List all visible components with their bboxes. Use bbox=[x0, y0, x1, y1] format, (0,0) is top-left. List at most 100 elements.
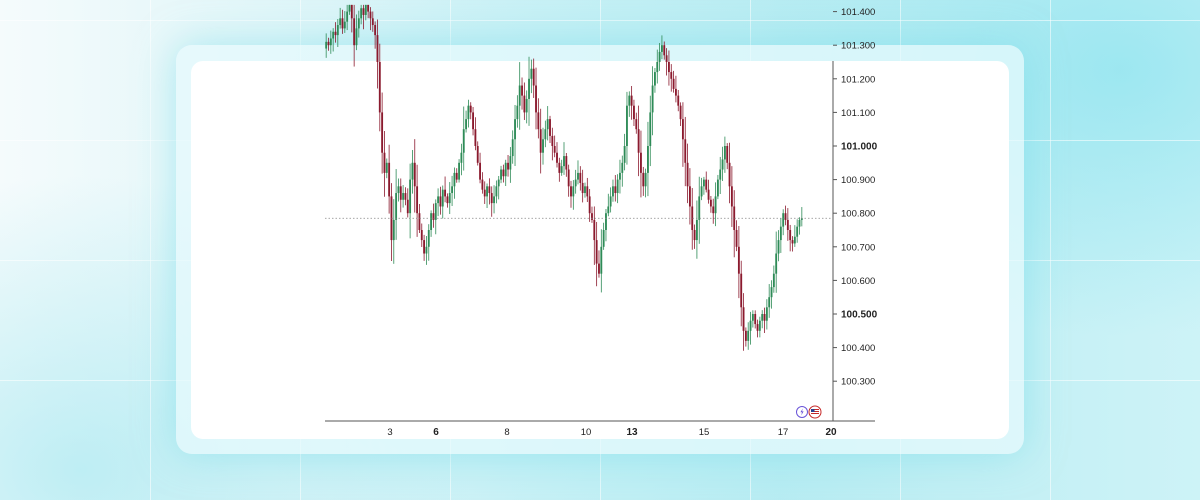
candle bbox=[626, 105, 628, 146]
candle bbox=[674, 88, 677, 96]
candle bbox=[709, 199, 712, 207]
candle bbox=[586, 186, 589, 197]
candle bbox=[570, 186, 572, 197]
candle bbox=[474, 129, 477, 146]
candle bbox=[521, 85, 523, 96]
candle bbox=[651, 85, 654, 113]
x-tick-label: 17 bbox=[778, 427, 789, 438]
candle bbox=[784, 213, 787, 220]
candle bbox=[595, 240, 598, 264]
candle bbox=[572, 186, 575, 197]
y-tick-label: 100.300 bbox=[841, 377, 875, 388]
candle bbox=[663, 45, 666, 56]
candle bbox=[598, 263, 600, 274]
candle bbox=[462, 129, 465, 153]
candle bbox=[357, 18, 360, 29]
candle bbox=[448, 193, 451, 204]
candle bbox=[518, 85, 521, 106]
candle bbox=[325, 41, 328, 49]
y-tick-label: 101.200 bbox=[841, 74, 875, 85]
candle bbox=[500, 169, 502, 180]
candle bbox=[593, 219, 596, 241]
candle bbox=[800, 218, 803, 220]
candle bbox=[516, 105, 519, 120]
y-tick-label: 101.400 bbox=[841, 7, 875, 18]
candle bbox=[467, 105, 470, 120]
candle bbox=[336, 25, 339, 36]
candle bbox=[560, 166, 563, 173]
candle bbox=[686, 162, 689, 187]
candle bbox=[765, 307, 768, 321]
candle bbox=[656, 62, 659, 73]
candle bbox=[395, 193, 398, 220]
candle bbox=[577, 172, 579, 180]
candle bbox=[390, 196, 393, 241]
candle bbox=[723, 146, 726, 160]
candle bbox=[374, 25, 377, 36]
candle bbox=[588, 196, 591, 214]
candle bbox=[605, 213, 607, 230]
candle bbox=[469, 105, 472, 113]
candle bbox=[355, 28, 358, 46]
candle bbox=[343, 21, 346, 29]
candle bbox=[637, 129, 640, 153]
candle bbox=[602, 230, 605, 247]
candle bbox=[332, 31, 335, 39]
candle bbox=[558, 162, 561, 173]
candle bbox=[726, 146, 729, 163]
candle bbox=[714, 196, 717, 214]
candle bbox=[411, 162, 414, 180]
candle bbox=[756, 324, 759, 331]
candle bbox=[679, 105, 682, 120]
y-tick-label: 101.100 bbox=[841, 108, 875, 119]
candle bbox=[434, 203, 437, 220]
lightning-badge-icon[interactable] bbox=[796, 406, 808, 418]
candle bbox=[737, 246, 740, 274]
candle bbox=[754, 314, 757, 325]
candle bbox=[360, 8, 363, 19]
candle bbox=[509, 156, 512, 170]
candle bbox=[437, 196, 440, 204]
us-flag-icon[interactable] bbox=[808, 405, 822, 419]
candle bbox=[581, 182, 584, 194]
candle bbox=[350, 4, 353, 19]
candle bbox=[385, 162, 388, 173]
candle bbox=[747, 330, 750, 341]
candle bbox=[563, 156, 565, 167]
x-tick-label: 3 bbox=[387, 427, 392, 438]
candle bbox=[728, 162, 731, 187]
background-grid-line bbox=[0, 20, 1200, 21]
candle bbox=[327, 41, 330, 46]
candle bbox=[565, 156, 568, 170]
candle bbox=[742, 307, 745, 331]
candle bbox=[339, 18, 342, 26]
candle bbox=[712, 206, 715, 214]
candle bbox=[782, 213, 785, 227]
candle bbox=[775, 253, 778, 274]
candle bbox=[542, 139, 544, 153]
candle bbox=[691, 206, 694, 230]
candle bbox=[537, 112, 540, 130]
candle bbox=[768, 297, 771, 308]
candle bbox=[495, 186, 498, 197]
candle bbox=[779, 226, 782, 241]
candle bbox=[502, 169, 505, 177]
candle bbox=[579, 172, 582, 183]
candle bbox=[353, 18, 356, 46]
candle bbox=[546, 119, 549, 130]
candle bbox=[658, 51, 661, 62]
background-grid-line bbox=[1050, 0, 1051, 500]
candle bbox=[677, 95, 680, 106]
candle bbox=[763, 314, 766, 321]
y-tick-label: 100.900 bbox=[841, 175, 875, 186]
candle bbox=[341, 18, 344, 29]
candle bbox=[348, 4, 351, 12]
candle bbox=[786, 219, 789, 230]
candle bbox=[640, 152, 642, 173]
candle bbox=[796, 226, 799, 237]
candle bbox=[430, 213, 433, 230]
candle bbox=[614, 186, 617, 194]
candle bbox=[483, 189, 486, 197]
candle bbox=[528, 78, 530, 99]
